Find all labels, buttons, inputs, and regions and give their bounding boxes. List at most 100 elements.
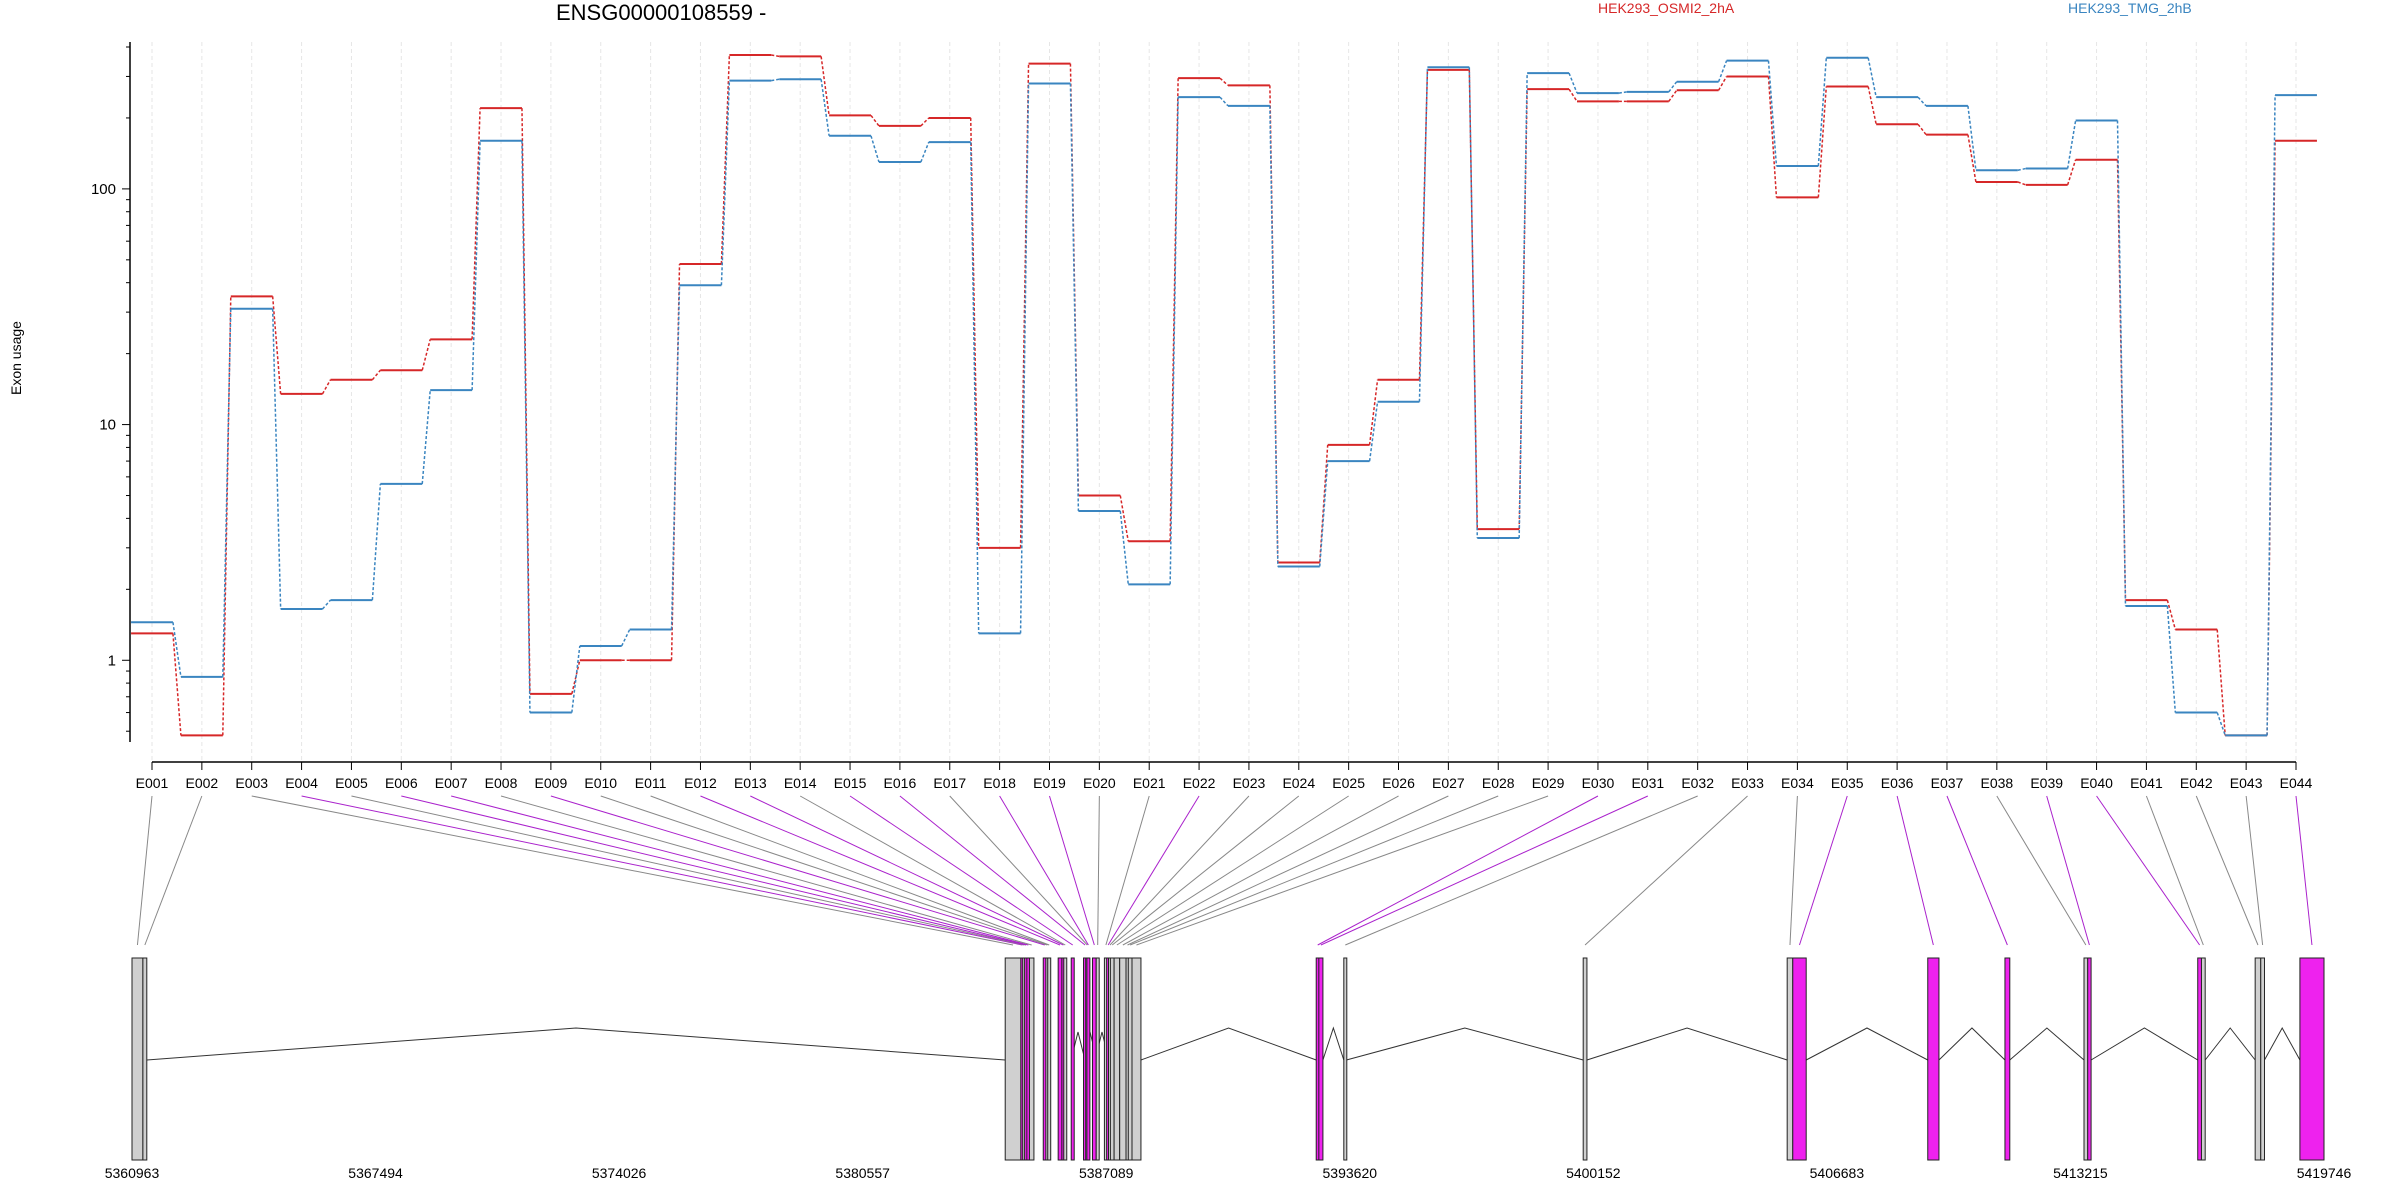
x-tick-label-e028: E028 (1482, 775, 1515, 791)
series-connector (1717, 76, 1728, 91)
series-connector (1219, 77, 1229, 86)
connector-e003 (251, 795, 1014, 946)
series-connector (969, 142, 980, 634)
x-tick-label-e031: E031 (1631, 775, 1664, 791)
y-tick-label: 100 (91, 181, 116, 198)
series-connector (2266, 95, 2276, 736)
series-connector (771, 78, 780, 82)
connector-e031 (1320, 795, 1649, 946)
exon-block-e026 (1119, 957, 1127, 1161)
exon-block-e036 (1927, 957, 1940, 1161)
exon-block-e029 (1131, 957, 1142, 1161)
y-tick-label: 1 (108, 652, 116, 669)
series-connector (1069, 83, 1080, 511)
intron-line (1586, 1027, 1788, 1061)
series-b (131, 56, 2317, 737)
series-connector (2066, 120, 2077, 169)
x-tick-label-e009: E009 (535, 775, 568, 791)
connector-e027 (1127, 795, 1449, 946)
series-connector (172, 622, 182, 678)
genomic-coordinate-label: 5387089 (1079, 1165, 1134, 1181)
connector-e011 (650, 795, 1050, 946)
connector-e020 (1097, 795, 1100, 946)
connector-e016 (899, 795, 1086, 946)
x-tick-label-e030: E030 (1582, 775, 1615, 791)
legend-item-series-a: HEK293_OSMI2_2hA (1598, 0, 1735, 16)
genomic-coordinate-label: 5360963 (105, 1165, 160, 1181)
series-connector (1668, 89, 1678, 102)
series-connector (720, 80, 731, 286)
gene-model: 5360963 5367494 5374026 5380557 5387089 53936… (105, 957, 2352, 1181)
series-connector (1817, 86, 1828, 198)
exon-block-e028 (1127, 957, 1133, 1161)
connector-e038 (1996, 795, 2087, 946)
intron-line (1140, 1027, 1317, 1061)
series-connector (870, 135, 880, 163)
series-connector (2166, 599, 2177, 630)
x-tick-label-e005: E005 (335, 775, 368, 791)
x-tick-label-e021: E021 (1133, 775, 1166, 791)
connector-e041 (2145, 795, 2204, 946)
exon-block-e040 (2197, 957, 2202, 1161)
x-tick-label-e020: E020 (1083, 775, 1116, 791)
series-connector (1269, 105, 1279, 567)
series-connector (670, 285, 681, 630)
x-tick-label-e007: E007 (435, 775, 468, 791)
exon-block-e014 (1063, 957, 1068, 1161)
connector-e009 (550, 795, 1045, 946)
connector-e019 (1049, 795, 1095, 946)
series-connector (1468, 67, 1479, 539)
series-connector (720, 54, 731, 265)
series-connector (1119, 510, 1130, 585)
connector-e044 (2295, 795, 2313, 946)
x-tick-label-e034: E034 (1781, 775, 1814, 791)
connector-e042 (2195, 795, 2259, 946)
connector-e022 (1107, 795, 1200, 946)
x-tick-label-e001: E001 (136, 775, 169, 791)
genomic-coordinate-label: 5419746 (2297, 1165, 2352, 1181)
series-connector (1568, 88, 1578, 102)
x-tick-label-e036: E036 (1881, 775, 1914, 791)
series-connector (2017, 181, 2027, 186)
exon-block-e043 (2260, 957, 2265, 1161)
genomic-coordinate-label: 5400152 (1566, 1165, 1621, 1181)
series-a (131, 53, 2317, 737)
exon-block-e011 (1047, 957, 1052, 1161)
series-connector (1119, 495, 1130, 542)
series-connector (1867, 86, 1877, 125)
series-connector (1767, 60, 1778, 167)
genomic-coordinate-label: 5393620 (1323, 1165, 1378, 1181)
intron-line (1805, 1027, 1928, 1061)
x-tick-label-e014: E014 (784, 775, 817, 791)
axes: 1 10 100 E001 E002 E003 E004 E005 E006 E007 E008 E0… (91, 42, 2313, 791)
x-tick-label-e026: E026 (1382, 775, 1415, 791)
exon-block-e003 (1004, 957, 1022, 1161)
exon-block-e031 (1318, 957, 1324, 1161)
series-connector (471, 108, 481, 340)
series-connector (2017, 167, 2026, 171)
exon-block-e032 (1343, 957, 1348, 1161)
series-connector (1917, 96, 1927, 107)
intron-line (2264, 1026, 2301, 1061)
series-connector (1867, 57, 1877, 98)
x-tick-label-e003: E003 (235, 775, 268, 791)
exon-block-e039 (2087, 957, 2092, 1161)
intron-line (146, 1027, 1006, 1061)
series-connector (2116, 120, 2127, 606)
x-tick-label-e002: E002 (186, 775, 219, 791)
connector-e028 (1129, 795, 1499, 946)
legend-item-series-b: HEK293_TMG_2hB (2068, 0, 2192, 16)
connector-e004 (301, 795, 1023, 946)
x-tick-label-e008: E008 (485, 775, 518, 791)
connector-e033 (1584, 795, 1748, 946)
series-connector (571, 645, 581, 713)
grid-lines (151, 42, 2297, 762)
exon-block-e001 (131, 957, 144, 1161)
exon-block-e034 (1786, 957, 1794, 1161)
x-tick-label-e035: E035 (1831, 775, 1864, 791)
series-connector (1767, 76, 1778, 198)
series-connector (1418, 67, 1429, 402)
exon-block-e024 (1109, 957, 1115, 1161)
exon-block-e041 (2200, 957, 2206, 1161)
exon-block-e008 (1028, 957, 1035, 1161)
